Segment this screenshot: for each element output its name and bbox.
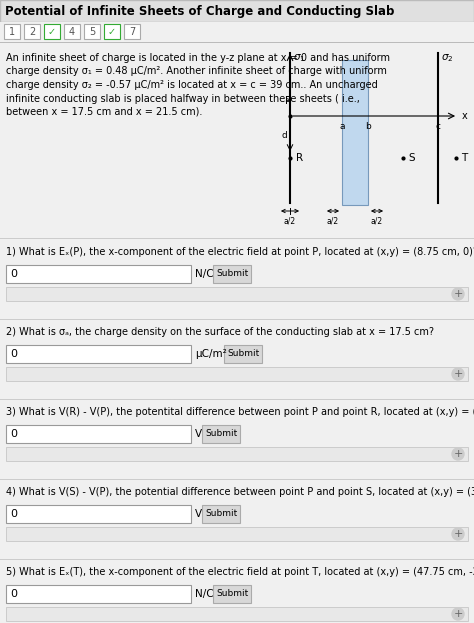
Bar (0, 399, 474, 400)
Text: Submit: Submit (205, 510, 237, 518)
Text: 0: 0 (10, 509, 17, 519)
Bar (0, 559, 474, 560)
Text: 0: 0 (10, 269, 17, 279)
Bar (213, 585, 252, 603)
Circle shape (452, 288, 464, 300)
Text: a/2: a/2 (284, 217, 296, 226)
Text: T: T (461, 153, 467, 163)
Circle shape (452, 608, 464, 620)
Text: Potential of Infinite Sheets of Charge and Conducting Slab: Potential of Infinite Sheets of Charge a… (5, 4, 394, 17)
Bar (225, 345, 263, 363)
Text: x: x (462, 111, 468, 121)
Text: d: d (282, 131, 288, 141)
Text: +: + (453, 289, 463, 299)
Text: μC/m²: μC/m² (195, 349, 227, 359)
Bar (6, 345, 191, 363)
Circle shape (452, 368, 464, 380)
Bar (342, 60, 368, 205)
Text: V: V (195, 429, 202, 439)
Text: 5) What is Eₓ(T), the x-component of the electric field at point T, located at (: 5) What is Eₓ(T), the x-component of the… (6, 567, 474, 577)
Bar (0, 238, 474, 239)
Bar (202, 425, 240, 443)
Text: b: b (365, 122, 371, 131)
Text: An infinite sheet of charge is located in the y-z plane at x = 0 and has uniform: An infinite sheet of charge is located i… (6, 53, 390, 63)
Bar (24, 24, 40, 39)
Text: a: a (339, 122, 345, 131)
Text: V: V (195, 509, 202, 519)
Bar (202, 505, 240, 523)
Text: +: + (453, 609, 463, 619)
Text: a/2: a/2 (327, 217, 339, 226)
Text: 0: 0 (10, 429, 17, 439)
Bar (213, 265, 252, 283)
Bar (0, 319, 474, 320)
Bar (0, 42, 474, 43)
Bar (6, 527, 468, 541)
Text: charge density σ₂ = -0.57 μC/m² is located at x = c = 39 cm.. An uncharged: charge density σ₂ = -0.57 μC/m² is locat… (6, 80, 378, 90)
Text: +: + (453, 369, 463, 379)
Text: a/2: a/2 (371, 217, 383, 226)
Bar (6, 425, 191, 443)
Bar (6, 287, 468, 301)
Text: Submit: Submit (205, 429, 237, 439)
Bar (6, 265, 191, 283)
Text: 4) What is V(S) - V(P), the potential difference between point P and point S, lo: 4) What is V(S) - V(P), the potential di… (6, 487, 474, 497)
Bar (6, 607, 468, 621)
Text: ✓: ✓ (48, 27, 56, 37)
Text: Submit: Submit (216, 270, 249, 278)
Bar (0, 22, 474, 42)
Circle shape (452, 528, 464, 540)
Text: $\sigma_1$: $\sigma_1$ (293, 52, 306, 64)
Text: infinite conducting slab is placed halfway in between these sheets ( i.e.,: infinite conducting slab is placed halfw… (6, 93, 360, 103)
Text: 1: 1 (9, 27, 15, 37)
Text: ✓: ✓ (108, 27, 116, 37)
Text: 1) What is Eₓ(P), the x-component of the electric field at point P, located at (: 1) What is Eₓ(P), the x-component of the… (6, 247, 474, 257)
Bar (44, 24, 60, 39)
Bar (64, 24, 80, 39)
Text: +: + (453, 449, 463, 459)
Bar (124, 24, 140, 39)
Text: between x = 17.5 cm and x = 21.5 cm).: between x = 17.5 cm and x = 21.5 cm). (6, 107, 202, 117)
Bar (6, 367, 468, 381)
Bar (6, 447, 468, 461)
Bar (6, 585, 191, 603)
Text: N/C: N/C (195, 589, 214, 599)
Text: 5: 5 (89, 27, 95, 37)
Text: $\sigma_2$: $\sigma_2$ (441, 52, 454, 64)
Text: 2) What is σₐ, the charge density on the surface of the conducting slab at x = 1: 2) What is σₐ, the charge density on the… (6, 327, 434, 337)
Bar (6, 505, 191, 523)
Bar (84, 24, 100, 39)
Text: 0: 0 (10, 349, 17, 359)
Text: Submit: Submit (228, 350, 260, 358)
Text: +: + (453, 529, 463, 539)
Bar (0, 479, 474, 480)
Text: R: R (296, 153, 303, 163)
Text: 4: 4 (69, 27, 75, 37)
Text: c: c (436, 122, 440, 131)
Bar (104, 24, 120, 39)
Text: P: P (285, 96, 291, 106)
Circle shape (452, 448, 464, 460)
Text: 3) What is V(R) - V(P), the potentital difference between point P and point R, l: 3) What is V(R) - V(P), the potentital d… (6, 407, 474, 417)
Text: 2: 2 (29, 27, 35, 37)
Bar (0, 0, 474, 22)
Text: charge density σ₁ = 0.48 μC/m². Another infinite sheet of charge with uniform: charge density σ₁ = 0.48 μC/m². Another … (6, 67, 387, 77)
Text: S: S (408, 153, 415, 163)
Text: 7: 7 (129, 27, 135, 37)
Text: 0: 0 (10, 589, 17, 599)
Bar (0, 43, 474, 238)
Text: N/C: N/C (195, 269, 214, 279)
Bar (4, 24, 20, 39)
Text: Submit: Submit (216, 589, 249, 599)
